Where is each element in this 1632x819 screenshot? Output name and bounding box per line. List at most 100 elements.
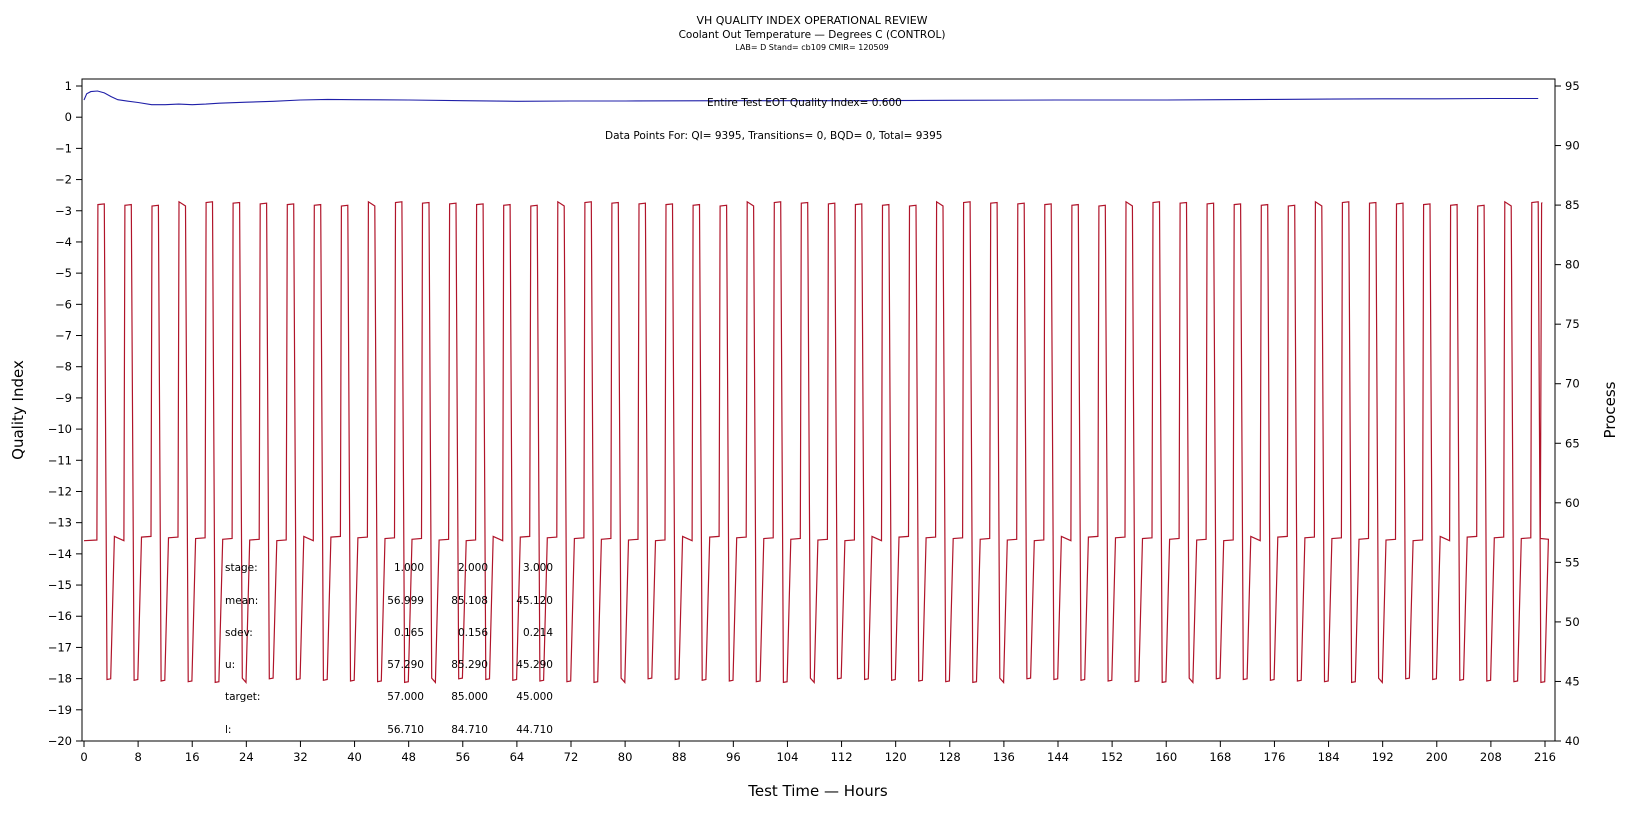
stats-value: 57.000 xyxy=(387,691,424,703)
x-tick-label: 192 xyxy=(1372,750,1394,764)
y-left-tick-label: −2 xyxy=(55,173,72,187)
y-left-tick-label: −4 xyxy=(55,235,72,249)
x-tick-label: 160 xyxy=(1155,750,1177,764)
y-left-tick-label: −7 xyxy=(55,329,72,343)
y-right-tick-label: 50 xyxy=(1565,615,1580,629)
stats-row-label: stage: xyxy=(225,562,258,574)
y-left-tick-label: −9 xyxy=(55,391,72,405)
eot-quality-annotation: Entire Test EOT Quality Index= 0.600 xyxy=(707,97,902,109)
x-tick-label: 48 xyxy=(401,750,416,764)
y-right-tick-label: 95 xyxy=(1565,79,1580,93)
stats-value: 85.108 xyxy=(451,595,488,607)
x-tick-label: 64 xyxy=(510,750,525,764)
stats-row-label: u: xyxy=(225,659,235,671)
y-left-tick-label: −13 xyxy=(48,516,72,530)
chart-info: LAB= D Stand= cb109 CMIR= 120509 xyxy=(735,43,889,52)
y-right-tick-label: 75 xyxy=(1565,317,1580,331)
x-tick-label: 176 xyxy=(1263,750,1285,764)
stats-value: 3.000 xyxy=(523,562,553,574)
y-left-tick-label: −17 xyxy=(48,640,72,654)
stats-row-label: l: xyxy=(225,724,231,736)
x-tick-label: 144 xyxy=(1047,750,1069,764)
stats-value: 1.000 xyxy=(394,562,424,574)
y-left-tick-label: −16 xyxy=(48,609,72,623)
stats-value: 45.290 xyxy=(516,659,553,671)
stats-value: 44.710 xyxy=(516,724,553,736)
stats-value: 56.710 xyxy=(387,724,424,736)
x-tick-label: 128 xyxy=(939,750,961,764)
x-tick-label: 8 xyxy=(134,750,141,764)
y-left-tick-label: −10 xyxy=(48,422,72,436)
y-left-tick-label: −14 xyxy=(48,547,72,561)
y-left-tick-label: −12 xyxy=(48,484,72,498)
x-tick-label: 136 xyxy=(993,750,1015,764)
stats-value: 0.156 xyxy=(458,627,488,639)
y-left-tick-label: −8 xyxy=(55,360,72,374)
y-left-tick-label: −6 xyxy=(55,297,72,311)
stats-row-label: mean: xyxy=(225,595,258,607)
y-right-tick-label: 45 xyxy=(1565,674,1580,688)
y-right-tick-label: 70 xyxy=(1565,377,1580,391)
stats-value: 45.000 xyxy=(516,691,553,703)
data-points-annotation: Data Points For: QI= 9395, Transitions= … xyxy=(605,130,942,142)
stats-value: 0.165 xyxy=(394,627,424,639)
x-tick-label: 112 xyxy=(831,750,853,764)
x-tick-label: 184 xyxy=(1318,750,1340,764)
y-right-tick-label: 90 xyxy=(1565,139,1580,153)
y-left-tick-label: 0 xyxy=(65,110,72,124)
y-left-tick-label: −15 xyxy=(48,578,72,592)
y-left-tick-label: −18 xyxy=(48,672,72,686)
y-right-tick-label: 55 xyxy=(1565,555,1580,569)
x-tick-label: 40 xyxy=(347,750,362,764)
x-tick-label: 152 xyxy=(1101,750,1123,764)
y-axis-left-label: Quality Index xyxy=(9,360,27,460)
stats-row-label: target: xyxy=(225,691,260,703)
stats-value: 84.710 xyxy=(451,724,488,736)
stats-value: 57.290 xyxy=(387,659,424,671)
x-tick-label: 216 xyxy=(1534,750,1556,764)
x-tick-label: 208 xyxy=(1480,750,1502,764)
stats-table: stage: 1.000 2.000 3.000 mean: 56.999 85.108 45… xyxy=(225,562,553,736)
x-tick-label: 24 xyxy=(239,750,254,764)
x-tick-label: 16 xyxy=(185,750,200,764)
y-left-tick-label: 1 xyxy=(65,79,72,93)
x-tick-label: 104 xyxy=(776,750,798,764)
x-tick-label: 88 xyxy=(672,750,687,764)
y-left-tick-label: −5 xyxy=(55,266,72,280)
y-axis-right: 95 90 85 80 75 70 65 60 55 50 45 40 xyxy=(1555,79,1580,748)
y-axis-right-label: Process xyxy=(1601,381,1619,438)
plot-frame xyxy=(81,78,1556,742)
process-series-line xyxy=(83,200,1550,684)
y-right-tick-label: 40 xyxy=(1565,734,1580,748)
y-right-tick-label: 80 xyxy=(1565,258,1580,272)
y-right-tick-label: 65 xyxy=(1565,436,1580,450)
x-tick-label: 200 xyxy=(1426,750,1448,764)
y-axis-left: 1 0 −1 −2 −3 −4 −5 −6 −7 −8 −9 −10 −11 −12 −13 −14 −15 −1… xyxy=(48,79,82,748)
y-left-tick-label: −1 xyxy=(55,141,72,155)
x-tick-label: 0 xyxy=(80,750,87,764)
x-tick-label: 32 xyxy=(293,750,308,764)
y-left-tick-label: −19 xyxy=(48,703,72,717)
x-tick-label: 168 xyxy=(1209,750,1231,764)
y-left-tick-label: −3 xyxy=(55,204,72,218)
x-axis-label: Test Time — Hours xyxy=(747,782,888,800)
chart-subtitle: Coolant Out Temperature — Degrees C (CON… xyxy=(679,29,946,41)
x-tick-label: 80 xyxy=(618,750,633,764)
y-left-tick-label: −20 xyxy=(48,734,72,748)
x-axis: 0 8 16 24 32 40 48 56 64 72 80 88 96 104 112 120 128 136 1… xyxy=(80,741,1556,764)
stats-value: 56.999 xyxy=(387,595,424,607)
y-right-tick-label: 85 xyxy=(1565,198,1580,212)
x-tick-label: 56 xyxy=(455,750,470,764)
stats-row-label: sdev: xyxy=(225,627,253,639)
quality-index-series-line xyxy=(83,90,1539,106)
stats-value: 0.214 xyxy=(523,627,553,639)
y-left-tick-label: −11 xyxy=(48,453,72,467)
stats-value: 85.000 xyxy=(451,691,488,703)
x-tick-label: 120 xyxy=(885,750,907,764)
stats-value: 85.290 xyxy=(451,659,488,671)
stats-value: 2.000 xyxy=(458,562,488,574)
chart-title: VH QUALITY INDEX OPERATIONAL REVIEW xyxy=(696,14,927,27)
stats-value: 45.120 xyxy=(516,595,553,607)
y-right-tick-label: 60 xyxy=(1565,496,1580,510)
